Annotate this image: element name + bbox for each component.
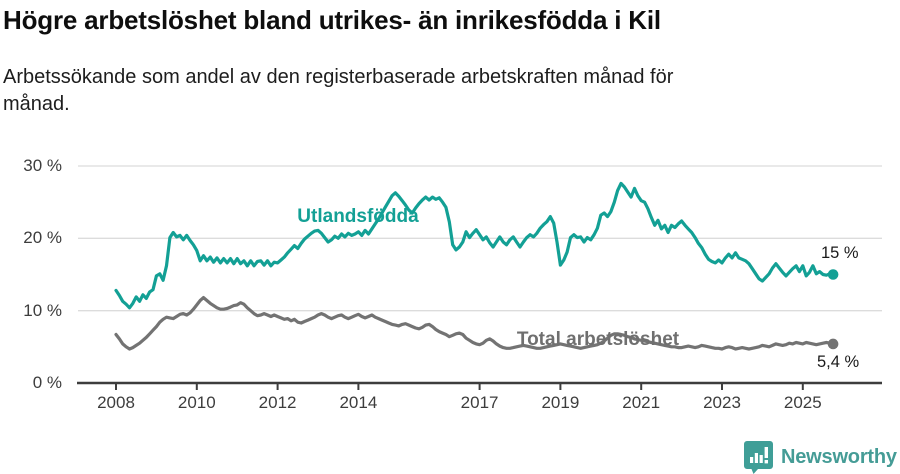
x-tick-label: 2023	[703, 393, 741, 412]
page-title: Högre arbetslöshet bland utrikes- än inr…	[3, 5, 661, 35]
x-tick-label: 2010	[177, 393, 216, 412]
y-tick-label: 30 %	[23, 156, 62, 175]
series-end-dot-utlandsfodda	[827, 269, 839, 280]
end-value-label-total: 5,4 %	[817, 353, 860, 371]
newsworthy-wordmark: Newsworthy	[781, 445, 897, 468]
x-tick-label: 2019	[541, 393, 580, 412]
series-label-total-arbetsloshet: Total arbetslöshet	[516, 329, 680, 350]
y-tick-label: 10 %	[23, 300, 62, 320]
chart-subtitle-line: månad.	[3, 93, 70, 115]
x-tick-label: 2014	[339, 393, 378, 412]
series-line-utlandsfodda	[114, 181, 835, 310]
series-end-dot-total	[827, 338, 839, 350]
series-label-utlandsfodda: Utlandsfödda	[297, 206, 419, 227]
x-tick-label: 2012	[258, 393, 297, 412]
x-tick-label: 2017	[460, 393, 499, 412]
y-tick-label: 20 %	[23, 228, 62, 248]
x-tick-label: 2021	[622, 393, 661, 412]
bar-chart-speech-bubble-icon	[744, 441, 773, 474]
series-line-total	[114, 296, 835, 351]
newsworthy-logo[interactable]: Newsworthy	[744, 440, 897, 474]
y-tick-label: 0 %	[32, 373, 62, 392]
x-tick-label: 2008	[97, 393, 135, 412]
end-value-label-utlandsfodda: 15 %	[821, 244, 859, 262]
x-tick-label: 2025	[783, 393, 822, 412]
chart-subtitle: Arbetssökande som andel av den registerb…	[3, 64, 863, 118]
chart-subtitle-line: Arbetssökande som andel av den registerb…	[3, 66, 674, 88]
